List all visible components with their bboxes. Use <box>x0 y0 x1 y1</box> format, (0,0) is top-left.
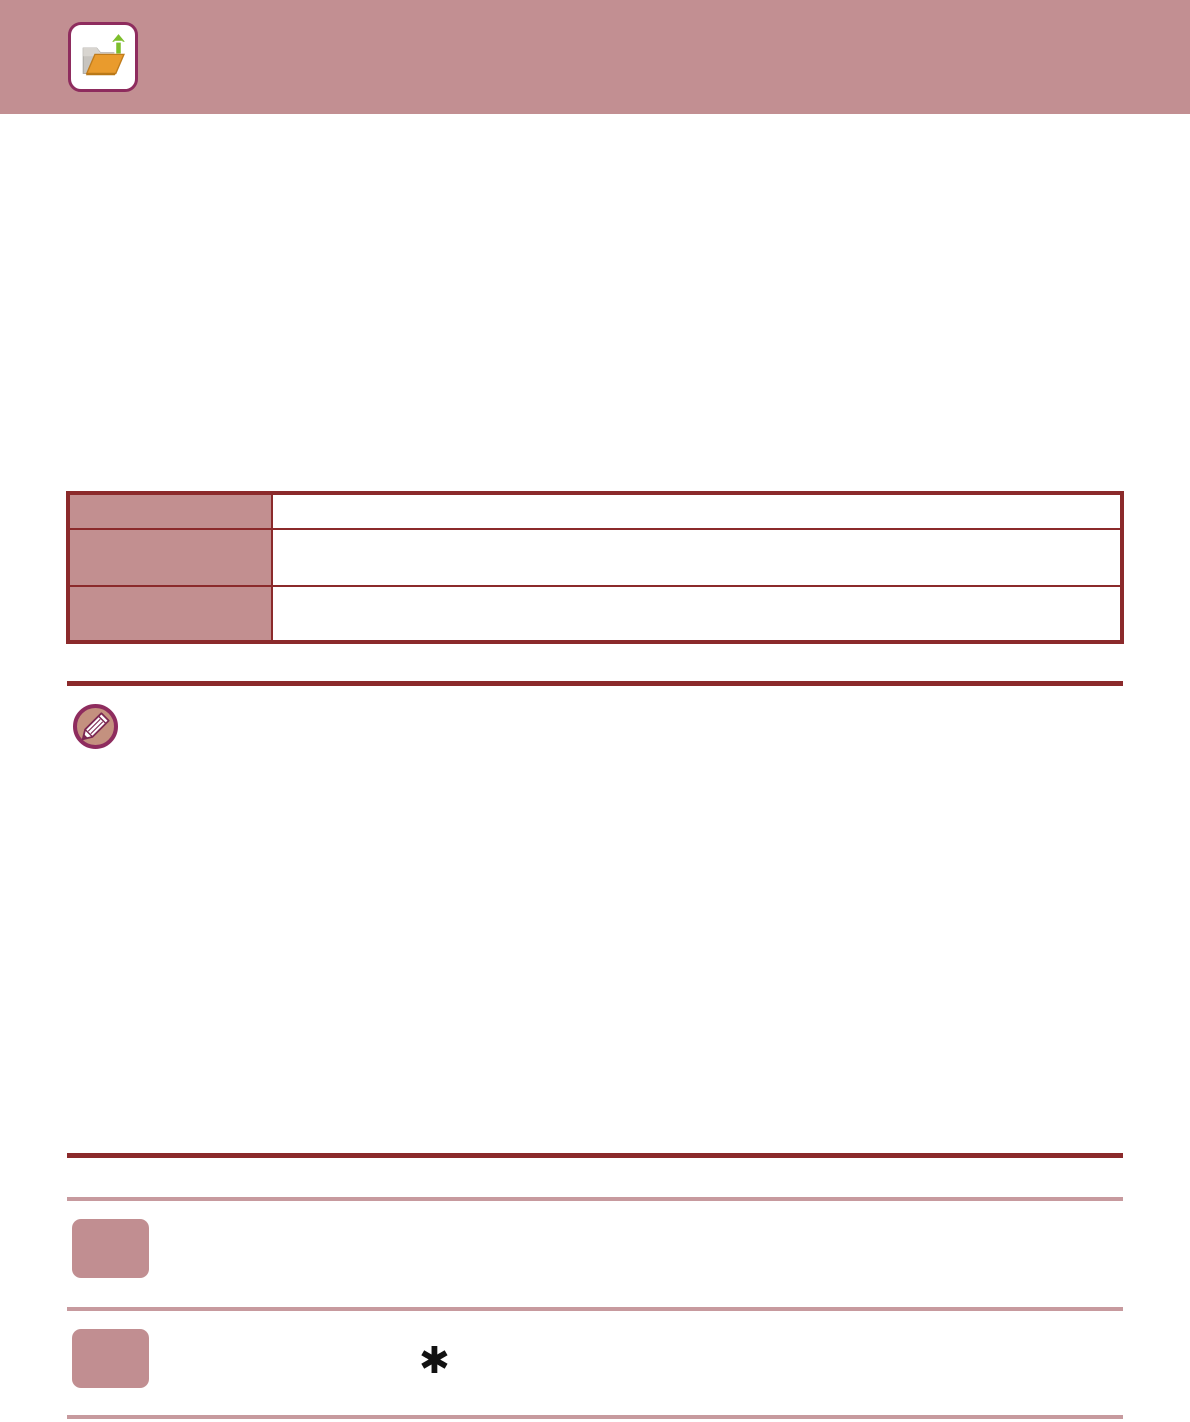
folder-upload-icon <box>82 31 129 76</box>
table-row <box>67 492 1123 530</box>
pencil-note-icon <box>71 702 120 751</box>
table-row-label <box>67 492 273 530</box>
table-row-value <box>271 492 1123 530</box>
step-divider <box>67 1307 1123 1311</box>
section-divider <box>67 1153 1123 1158</box>
table-row <box>67 528 1123 587</box>
table-row-label <box>67 528 273 587</box>
step-number-box-1 <box>72 1219 149 1278</box>
table-row <box>67 585 1123 643</box>
document-filing-icon <box>68 22 138 92</box>
step-number-box-2 <box>72 1329 149 1388</box>
table-row-value <box>271 528 1123 587</box>
header-bar <box>0 0 1190 114</box>
section-divider <box>67 681 1123 686</box>
step-divider <box>67 1197 1123 1201</box>
asterisk-marker: ✱ <box>419 1339 451 1382</box>
table-row-value <box>271 585 1123 643</box>
spec-table <box>66 491 1124 644</box>
table-row-label <box>67 585 273 643</box>
step-divider <box>67 1415 1123 1419</box>
